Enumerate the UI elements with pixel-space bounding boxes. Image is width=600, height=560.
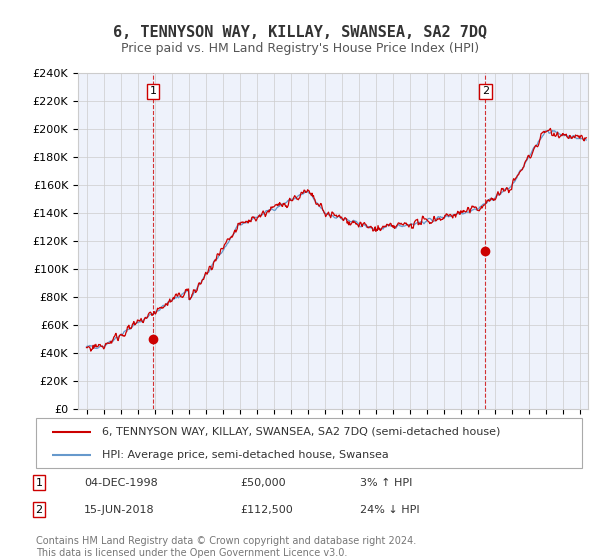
Text: Contains HM Land Registry data © Crown copyright and database right 2024.
This d: Contains HM Land Registry data © Crown c… — [36, 536, 416, 558]
Text: £112,500: £112,500 — [240, 505, 293, 515]
Text: 24% ↓ HPI: 24% ↓ HPI — [360, 505, 419, 515]
Text: 04-DEC-1998: 04-DEC-1998 — [84, 478, 158, 488]
Text: 15-JUN-2018: 15-JUN-2018 — [84, 505, 155, 515]
Text: 2: 2 — [35, 505, 43, 515]
FancyBboxPatch shape — [36, 418, 582, 468]
Text: 6, TENNYSON WAY, KILLAY, SWANSEA, SA2 7DQ: 6, TENNYSON WAY, KILLAY, SWANSEA, SA2 7D… — [113, 25, 487, 40]
Text: £50,000: £50,000 — [240, 478, 286, 488]
Text: 1: 1 — [35, 478, 43, 488]
Text: 1: 1 — [149, 86, 157, 96]
Text: HPI: Average price, semi-detached house, Swansea: HPI: Average price, semi-detached house,… — [101, 450, 388, 460]
Text: Price paid vs. HM Land Registry's House Price Index (HPI): Price paid vs. HM Land Registry's House … — [121, 42, 479, 55]
Text: 2: 2 — [482, 86, 489, 96]
Text: 6, TENNYSON WAY, KILLAY, SWANSEA, SA2 7DQ (semi-detached house): 6, TENNYSON WAY, KILLAY, SWANSEA, SA2 7D… — [101, 427, 500, 437]
Text: 3% ↑ HPI: 3% ↑ HPI — [360, 478, 412, 488]
